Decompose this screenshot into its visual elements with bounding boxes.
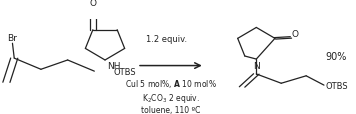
Text: 90%: 90%: [326, 52, 347, 62]
Text: N: N: [253, 62, 260, 70]
Text: O: O: [292, 30, 299, 39]
Text: Br: Br: [7, 34, 17, 43]
Text: K$_2$CO$_3$ 2 equiv.: K$_2$CO$_3$ 2 equiv.: [142, 91, 200, 104]
Text: OTBS: OTBS: [326, 81, 349, 90]
Text: OTBS: OTBS: [114, 67, 137, 76]
Text: 1.2 equiv.: 1.2 equiv.: [146, 35, 187, 44]
Text: NH: NH: [107, 62, 121, 70]
Text: O: O: [89, 0, 96, 8]
Text: toluene, 110 ºC: toluene, 110 ºC: [141, 105, 200, 114]
Text: CuI 5 mol%, $\mathbf{A}$ 10 mol%: CuI 5 mol%, $\mathbf{A}$ 10 mol%: [125, 77, 217, 89]
